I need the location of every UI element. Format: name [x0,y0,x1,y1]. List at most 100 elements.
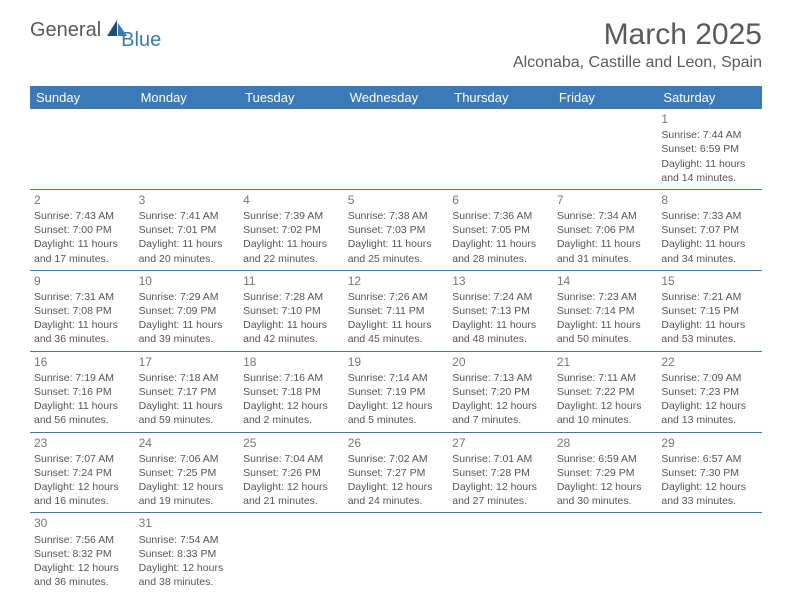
sunset-text: Sunset: 7:16 PM [34,385,131,399]
day-number: 15 [661,273,758,289]
daylight-text: Daylight: 11 hours and 48 minutes. [452,318,549,346]
sunrise-text: Sunrise: 7:21 AM [661,290,758,304]
daylight-text: Daylight: 12 hours and 38 minutes. [139,561,236,589]
calendar-cell [344,109,449,189]
sunrise-text: Sunrise: 7:01 AM [452,452,549,466]
calendar-cell [239,109,344,189]
calendar-cell: 6Sunrise: 7:36 AMSunset: 7:05 PMDaylight… [448,189,553,270]
calendar-cell [344,513,449,593]
sunrise-text: Sunrise: 7:33 AM [661,209,758,223]
sunset-text: Sunset: 7:07 PM [661,223,758,237]
daylight-text: Daylight: 11 hours and 31 minutes. [557,237,654,265]
day-number: 8 [661,192,758,208]
calendar-cell: 9Sunrise: 7:31 AMSunset: 7:08 PMDaylight… [30,270,135,351]
sunrise-text: Sunrise: 7:29 AM [139,290,236,304]
calendar-cell [553,513,658,593]
daylight-text: Daylight: 11 hours and 56 minutes. [34,399,131,427]
day-number: 12 [348,273,445,289]
sunset-text: Sunset: 7:23 PM [661,385,758,399]
daylight-text: Daylight: 12 hours and 36 minutes. [34,561,131,589]
daylight-text: Daylight: 12 hours and 5 minutes. [348,399,445,427]
header: General Blue March 2025 Alconaba, Castil… [0,0,792,80]
calendar-cell: 26Sunrise: 7:02 AMSunset: 7:27 PMDayligh… [344,432,449,513]
day-number: 17 [139,354,236,370]
daylight-text: Daylight: 12 hours and 24 minutes. [348,480,445,508]
day-number: 22 [661,354,758,370]
calendar-cell: 27Sunrise: 7:01 AMSunset: 7:28 PMDayligh… [448,432,553,513]
calendar-cell: 19Sunrise: 7:14 AMSunset: 7:19 PMDayligh… [344,351,449,432]
sunrise-text: Sunrise: 7:28 AM [243,290,340,304]
calendar-week-row: 16Sunrise: 7:19 AMSunset: 7:16 PMDayligh… [30,351,762,432]
sunset-text: Sunset: 7:08 PM [34,304,131,318]
day-number: 25 [243,435,340,451]
sunrise-text: Sunrise: 7:14 AM [348,371,445,385]
daylight-text: Daylight: 11 hours and 14 minutes. [661,157,758,185]
day-number: 11 [243,273,340,289]
day-number: 28 [557,435,654,451]
sunset-text: Sunset: 7:09 PM [139,304,236,318]
day-number: 9 [34,273,131,289]
day-number: 14 [557,273,654,289]
sunrise-text: Sunrise: 7:06 AM [139,452,236,466]
sunrise-text: Sunrise: 7:26 AM [348,290,445,304]
weekday-header: Wednesday [344,86,449,109]
sunset-text: Sunset: 7:28 PM [452,466,549,480]
sunset-text: Sunset: 7:01 PM [139,223,236,237]
calendar-cell: 12Sunrise: 7:26 AMSunset: 7:11 PMDayligh… [344,270,449,351]
sunset-text: Sunset: 7:22 PM [557,385,654,399]
calendar-cell: 8Sunrise: 7:33 AMSunset: 7:07 PMDaylight… [657,189,762,270]
weekday-header: Tuesday [239,86,344,109]
daylight-text: Daylight: 11 hours and 22 minutes. [243,237,340,265]
sunrise-text: Sunrise: 7:44 AM [661,128,758,142]
sunrise-text: Sunrise: 7:41 AM [139,209,236,223]
location: Alconaba, Castille and Leon, Spain [513,54,762,72]
sunset-text: Sunset: 7:00 PM [34,223,131,237]
daylight-text: Daylight: 11 hours and 36 minutes. [34,318,131,346]
day-number: 3 [139,192,236,208]
calendar-cell [657,513,762,593]
calendar-cell: 23Sunrise: 7:07 AMSunset: 7:24 PMDayligh… [30,432,135,513]
calendar-cell: 21Sunrise: 7:11 AMSunset: 7:22 PMDayligh… [553,351,658,432]
daylight-text: Daylight: 12 hours and 13 minutes. [661,399,758,427]
calendar-cell: 7Sunrise: 7:34 AMSunset: 7:06 PMDaylight… [553,189,658,270]
sunrise-text: Sunrise: 7:38 AM [348,209,445,223]
page-title: March 2025 [513,18,762,52]
title-block: March 2025 Alconaba, Castille and Leon, … [513,18,762,72]
sunrise-text: Sunrise: 7:31 AM [34,290,131,304]
day-number: 4 [243,192,340,208]
calendar-table: Sunday Monday Tuesday Wednesday Thursday… [30,86,762,593]
daylight-text: Daylight: 11 hours and 20 minutes. [139,237,236,265]
sunrise-text: Sunrise: 6:57 AM [661,452,758,466]
daylight-text: Daylight: 12 hours and 2 minutes. [243,399,340,427]
day-number: 30 [34,515,131,531]
calendar-cell: 15Sunrise: 7:21 AMSunset: 7:15 PMDayligh… [657,270,762,351]
day-number: 31 [139,515,236,531]
sunset-text: Sunset: 7:27 PM [348,466,445,480]
day-number: 21 [557,354,654,370]
sunset-text: Sunset: 7:02 PM [243,223,340,237]
sunset-text: Sunset: 7:11 PM [348,304,445,318]
calendar-cell: 18Sunrise: 7:16 AMSunset: 7:18 PMDayligh… [239,351,344,432]
sunrise-text: Sunrise: 7:18 AM [139,371,236,385]
calendar-cell [135,109,240,189]
day-number: 6 [452,192,549,208]
sunrise-text: Sunrise: 7:54 AM [139,533,236,547]
daylight-text: Daylight: 12 hours and 27 minutes. [452,480,549,508]
daylight-text: Daylight: 11 hours and 28 minutes. [452,237,549,265]
logo-text-general: General [30,19,101,42]
sunset-text: Sunset: 7:06 PM [557,223,654,237]
day-number: 29 [661,435,758,451]
calendar-cell: 14Sunrise: 7:23 AMSunset: 7:14 PMDayligh… [553,270,658,351]
calendar-cell: 29Sunrise: 6:57 AMSunset: 7:30 PMDayligh… [657,432,762,513]
calendar-cell: 13Sunrise: 7:24 AMSunset: 7:13 PMDayligh… [448,270,553,351]
sunrise-text: Sunrise: 7:23 AM [557,290,654,304]
calendar-cell: 17Sunrise: 7:18 AMSunset: 7:17 PMDayligh… [135,351,240,432]
daylight-text: Daylight: 12 hours and 7 minutes. [452,399,549,427]
sunrise-text: Sunrise: 7:36 AM [452,209,549,223]
day-number: 7 [557,192,654,208]
daylight-text: Daylight: 12 hours and 30 minutes. [557,480,654,508]
calendar-cell [448,109,553,189]
calendar-cell: 10Sunrise: 7:29 AMSunset: 7:09 PMDayligh… [135,270,240,351]
calendar-cell: 2Sunrise: 7:43 AMSunset: 7:00 PMDaylight… [30,189,135,270]
sunset-text: Sunset: 7:20 PM [452,385,549,399]
